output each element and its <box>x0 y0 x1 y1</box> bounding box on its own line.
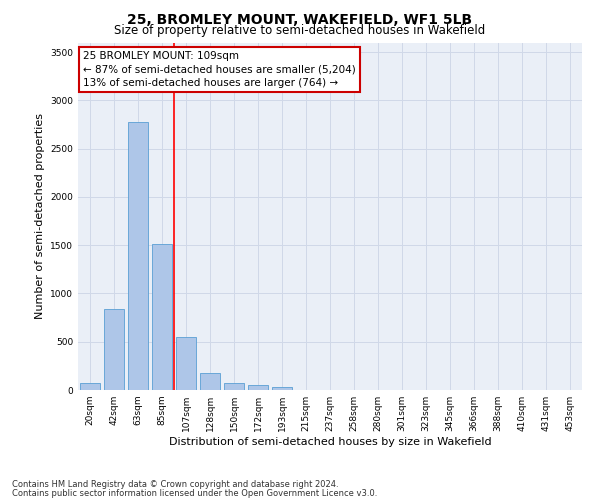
Text: Contains HM Land Registry data © Crown copyright and database right 2024.: Contains HM Land Registry data © Crown c… <box>12 480 338 489</box>
Bar <box>104 309 124 390</box>
Bar <box>272 387 292 390</box>
Bar <box>200 373 220 390</box>
Bar <box>248 385 268 390</box>
Bar <box>176 337 196 390</box>
Bar <box>128 122 148 390</box>
Bar <box>152 244 172 390</box>
Text: 25 BROMLEY MOUNT: 109sqm
← 87% of semi-detached houses are smaller (5,204)
13% o: 25 BROMLEY MOUNT: 109sqm ← 87% of semi-d… <box>83 51 356 88</box>
Bar <box>224 383 244 390</box>
Text: Size of property relative to semi-detached houses in Wakefield: Size of property relative to semi-detach… <box>115 24 485 37</box>
Y-axis label: Number of semi-detached properties: Number of semi-detached properties <box>35 114 44 320</box>
Text: Contains public sector information licensed under the Open Government Licence v3: Contains public sector information licen… <box>12 489 377 498</box>
Bar <box>80 383 100 390</box>
X-axis label: Distribution of semi-detached houses by size in Wakefield: Distribution of semi-detached houses by … <box>169 437 491 447</box>
Text: 25, BROMLEY MOUNT, WAKEFIELD, WF1 5LB: 25, BROMLEY MOUNT, WAKEFIELD, WF1 5LB <box>127 12 473 26</box>
